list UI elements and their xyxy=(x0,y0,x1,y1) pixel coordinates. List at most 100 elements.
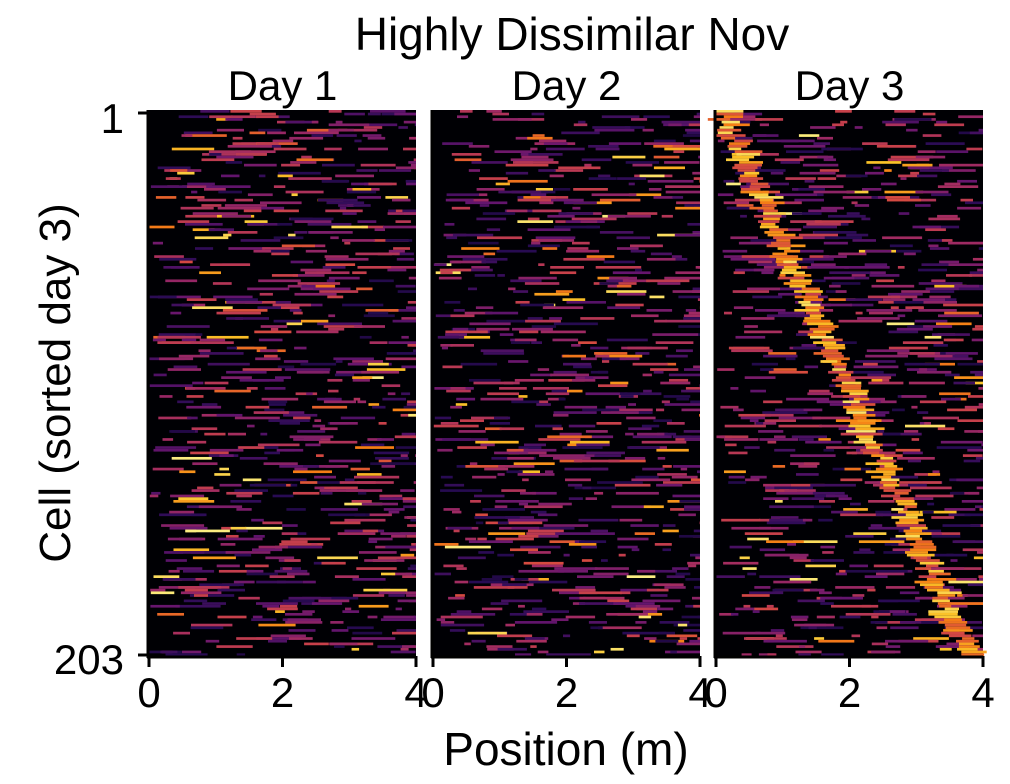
heatmap-cell xyxy=(549,174,564,178)
heatmap-cell xyxy=(361,225,384,229)
heatmap-cell xyxy=(253,411,289,414)
heatmap-cell xyxy=(192,556,236,560)
heatmap-cell xyxy=(380,532,416,535)
heatmap-cell xyxy=(288,233,296,237)
heatmap-cell xyxy=(615,284,632,288)
heatmap-cell xyxy=(318,599,350,603)
heatmap-cell xyxy=(868,381,904,385)
heatmap-cell xyxy=(440,615,483,619)
heatmap-cell xyxy=(234,489,268,492)
heatmap-peak xyxy=(813,341,837,344)
heatmap-cell xyxy=(849,376,892,379)
heatmap-cell xyxy=(456,610,472,613)
heatmap-cell xyxy=(619,518,643,522)
heatmap-peak xyxy=(928,612,958,616)
heatmap-cell xyxy=(335,360,343,363)
heatmap-cell xyxy=(887,158,930,162)
heatmap-cell xyxy=(225,118,243,121)
heatmap-cell xyxy=(752,134,779,137)
heatmap-cell xyxy=(408,276,416,280)
heatmap-cell xyxy=(219,454,234,457)
heatmap-cell xyxy=(239,456,268,460)
heatmap-cell xyxy=(352,578,386,581)
heatmap-cell xyxy=(178,115,209,119)
heatmap-cell xyxy=(532,607,547,611)
heatmap-cell xyxy=(246,387,258,390)
heatmap-cell xyxy=(559,591,598,595)
heatmap-cell xyxy=(681,408,700,412)
heatmap-peak xyxy=(905,532,932,535)
heatmap-cell xyxy=(852,594,865,597)
heatmap-cell xyxy=(297,430,326,433)
heatmap-cell xyxy=(815,440,842,444)
heatmap-cell xyxy=(628,182,635,186)
heatmap-cell xyxy=(763,266,802,269)
heatmap-cell xyxy=(866,161,902,164)
heatmap-cell xyxy=(915,204,931,207)
heatmap-cell xyxy=(694,586,700,589)
heatmap-cell xyxy=(778,292,802,296)
heatmap-cell xyxy=(597,354,643,358)
heatmap-cell xyxy=(594,454,622,457)
heatmap-cell xyxy=(897,314,906,318)
heatmap-cell xyxy=(550,373,589,377)
heatmap-peak xyxy=(750,182,769,186)
heatmap-cell xyxy=(725,443,737,447)
heatmap-cell xyxy=(530,147,538,151)
heatmap-peak xyxy=(832,368,846,371)
heatmap-cell xyxy=(810,483,856,487)
heatmap-cell xyxy=(319,290,359,293)
heatmap-cell xyxy=(666,575,685,578)
heatmap-cell xyxy=(763,400,783,404)
heatmap-cell xyxy=(527,529,564,533)
heatmap-peak xyxy=(744,171,760,175)
heatmap-cell xyxy=(300,287,320,291)
heatmap-cell xyxy=(566,249,600,253)
heatmap-peak xyxy=(776,263,799,266)
heatmap-cell xyxy=(558,212,594,215)
heatmap-peak xyxy=(939,604,952,608)
heatmap-cell xyxy=(290,483,298,487)
heatmap-cell xyxy=(532,387,569,390)
heatmap-cell xyxy=(296,370,330,374)
heatmap-cell xyxy=(264,451,280,455)
heatmap-cell xyxy=(798,438,814,441)
heatmap-cell xyxy=(453,529,460,533)
heatmap-cell xyxy=(329,642,358,646)
heatmap-peak xyxy=(728,147,742,151)
heatmap-cell xyxy=(326,201,365,205)
heatmap-cell xyxy=(870,271,886,275)
heatmap-cell xyxy=(875,510,892,514)
heatmap-peak xyxy=(740,190,769,194)
heatmap-cell xyxy=(246,569,264,573)
heatmap-cell xyxy=(549,317,563,320)
heatmap-cell xyxy=(381,384,401,388)
heatmap-cell xyxy=(823,255,847,258)
heatmap-cell xyxy=(447,255,485,258)
heatmap-cell xyxy=(593,572,629,576)
heatmap-cell xyxy=(402,575,416,578)
heatmap-cell xyxy=(492,575,514,578)
heatmap-cell xyxy=(527,217,540,221)
heatmap-cell xyxy=(485,311,519,315)
heatmap-cell xyxy=(862,142,888,145)
heatmap-cell xyxy=(947,408,977,412)
heatmap-cell xyxy=(260,349,278,353)
heatmap-cell xyxy=(886,322,915,326)
heatmap-cell xyxy=(539,454,586,457)
heatmap-cell xyxy=(617,292,646,296)
heatmap-peak xyxy=(926,564,939,568)
heatmap-cell xyxy=(631,314,659,318)
heatmap-cell xyxy=(974,325,983,328)
heatmap-cell xyxy=(379,169,412,172)
heatmap-cell xyxy=(917,411,929,414)
heatmap-cell xyxy=(401,432,416,436)
heatmap-cell xyxy=(190,626,224,630)
heatmap-cell xyxy=(320,508,358,511)
heatmap-cell xyxy=(440,621,455,624)
heatmap-cell xyxy=(904,430,919,433)
heatmap-cell xyxy=(771,486,813,490)
heatmap-cell xyxy=(311,602,343,605)
heatmap-cell xyxy=(928,217,961,221)
heatmap-cell xyxy=(654,319,668,323)
